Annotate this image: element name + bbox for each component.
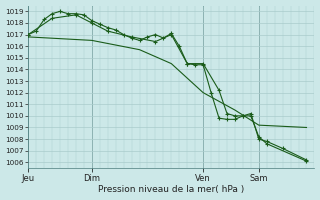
X-axis label: Pression niveau de la mer( hPa ): Pression niveau de la mer( hPa ) — [98, 185, 244, 194]
